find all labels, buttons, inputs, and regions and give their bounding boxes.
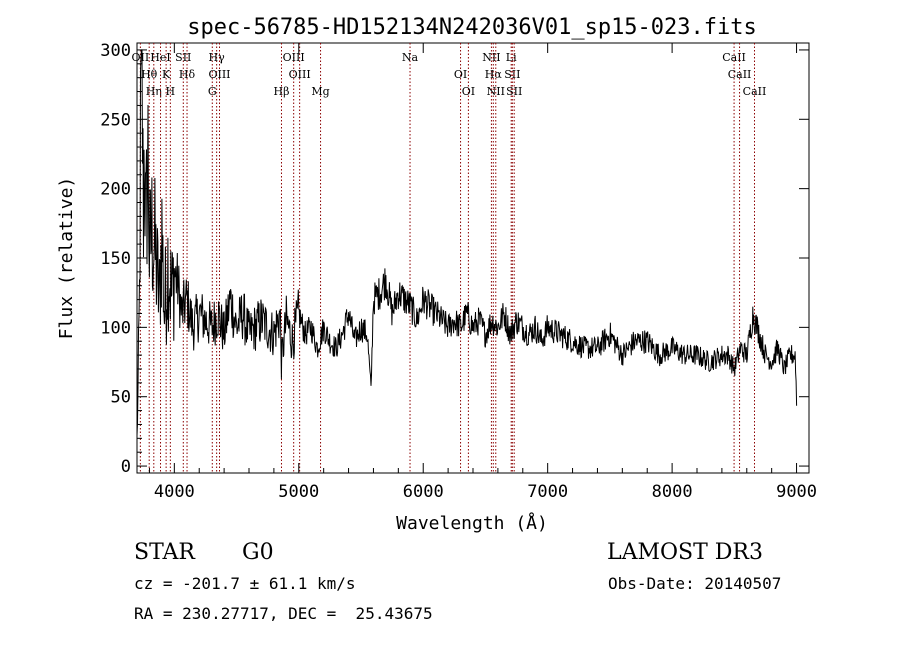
plot-frame bbox=[136, 42, 810, 474]
spectral-line-label: HeI bbox=[150, 51, 170, 64]
x-tick-label: 9000 bbox=[776, 482, 817, 502]
spectral-line-label: OIII bbox=[208, 68, 230, 81]
observation-date: Obs-Date: 20140507 bbox=[608, 574, 782, 593]
x-tick-label: 5000 bbox=[278, 482, 319, 502]
survey-name: LAMOST DR3 bbox=[607, 540, 763, 565]
chart-title: spec-56785-HD152134N242036V01_sp15-023.f… bbox=[187, 15, 757, 40]
spectral-line-label: SII bbox=[175, 51, 191, 64]
star-class: STAR bbox=[134, 540, 195, 565]
spectral-line-label: Hη bbox=[146, 85, 162, 98]
spectral-line-label: CaII bbox=[728, 68, 752, 81]
y-tick-label: 0 bbox=[121, 457, 131, 477]
spectral-line-label: Na bbox=[402, 51, 419, 64]
spectral-line-label: OIII bbox=[283, 51, 305, 64]
spectral-line-label: SII bbox=[506, 85, 522, 98]
x-tick-label: 7000 bbox=[527, 482, 568, 502]
x-tick-label: 4000 bbox=[154, 482, 195, 502]
spectral-line-label: Li bbox=[506, 51, 517, 64]
spectral-line-label: CaII bbox=[743, 85, 767, 98]
spectral-line-label: Hθ bbox=[141, 68, 158, 81]
spectral-line-label: NII bbox=[482, 51, 500, 64]
redshift-velocity: cz = -201.7 ± 61.1 km/s bbox=[134, 574, 356, 593]
spectral-line-label: OII bbox=[132, 51, 150, 64]
y-tick-label: 50 bbox=[111, 388, 131, 408]
spectral-line-label: SII bbox=[504, 68, 520, 81]
spectral-line-label: NII bbox=[487, 85, 505, 98]
spectral-line-label: Hγ bbox=[209, 51, 226, 64]
x-axis-label: Wavelength (Å) bbox=[396, 512, 548, 534]
y-axis-ticks: 0 50 100 150 200 250 300 bbox=[100, 41, 809, 477]
y-tick-label: 200 bbox=[100, 180, 131, 200]
spectral-line-label: H bbox=[166, 85, 176, 98]
y-tick-label: 250 bbox=[100, 110, 131, 130]
coordinates: RA = 230.27717, DEC = 25.43675 bbox=[134, 604, 433, 623]
spectral-line-label: OI bbox=[454, 68, 467, 81]
spectral-line-label: G bbox=[208, 85, 217, 98]
y-tick-label: 300 bbox=[100, 41, 131, 61]
spectral-line-label: Hα bbox=[485, 68, 503, 81]
y-tick-label: 150 bbox=[100, 249, 131, 269]
spectral-line-label: Mg bbox=[311, 85, 329, 98]
x-tick-label: 8000 bbox=[652, 482, 693, 502]
flux-series-line bbox=[136, 49, 798, 436]
spectral-line-markers: OIIHθHηHeIKHSIIHδGHγOIIIHβOIIIOIIIMgNaOI… bbox=[132, 43, 767, 473]
x-axis-ticks: 4000 5000 6000 7000 8000 9000 bbox=[148, 43, 817, 502]
y-axis-label: Flux (relative) bbox=[56, 177, 77, 340]
y-tick-label: 100 bbox=[100, 318, 131, 338]
spectral-line-label: Hβ bbox=[274, 85, 290, 98]
spectral-line-label: K bbox=[162, 68, 171, 81]
star-subclass: G0 bbox=[242, 540, 274, 565]
x-tick-label: 6000 bbox=[403, 482, 444, 502]
spectral-line-label: OIII bbox=[289, 68, 311, 81]
spectral-line-label: OI bbox=[462, 85, 475, 98]
spectral-line-label: CaII bbox=[722, 51, 746, 64]
spectral-line-label: Hδ bbox=[179, 68, 196, 81]
